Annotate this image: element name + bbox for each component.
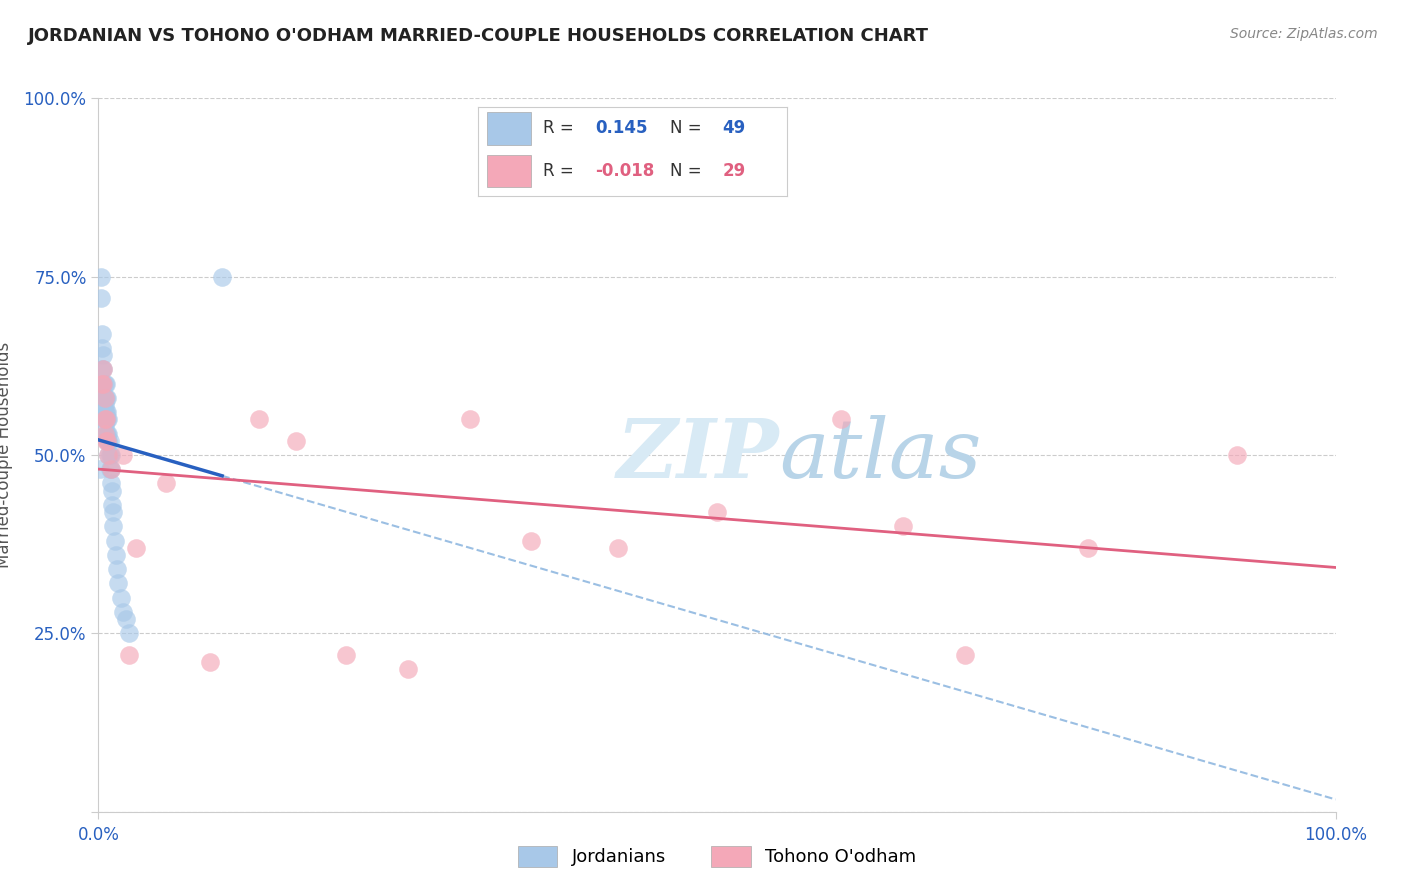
Point: [100, 476, 122, 491]
Point: [93, 412, 115, 426]
Point: [104, 548, 127, 562]
Point: [101, 483, 124, 498]
Point: [91, 362, 114, 376]
Point: [98, 434, 121, 448]
Point: [105, 562, 128, 576]
Point: [93, 391, 115, 405]
Point: [100, 462, 122, 476]
Point: [247, 412, 270, 426]
Point: [335, 648, 357, 662]
Point: [103, 533, 125, 548]
Text: 0.145: 0.145: [596, 120, 648, 137]
Point: [96, 412, 118, 426]
Text: -0.018: -0.018: [596, 162, 655, 180]
Text: ZIP: ZIP: [616, 415, 779, 495]
Text: R =: R =: [543, 162, 579, 180]
Point: [112, 605, 135, 619]
Point: [94, 426, 117, 441]
Point: [94, 412, 117, 426]
Point: [93, 398, 115, 412]
Point: [607, 541, 630, 555]
Point: [285, 434, 308, 448]
Point: [93, 376, 115, 391]
Point: [211, 269, 233, 284]
Point: [458, 412, 481, 426]
Point: [94, 391, 117, 405]
Point: [97, 448, 120, 462]
Point: [101, 498, 124, 512]
Point: [198, 655, 221, 669]
Point: [1077, 541, 1099, 555]
Text: N =: N =: [669, 162, 707, 180]
Point: [96, 426, 118, 441]
Point: [830, 412, 852, 426]
Point: [96, 434, 118, 448]
Point: [103, 519, 125, 533]
Y-axis label: Married-couple Households: Married-couple Households: [0, 342, 13, 568]
Point: [94, 376, 117, 391]
Point: [97, 434, 120, 448]
Point: [114, 612, 136, 626]
Point: [155, 476, 177, 491]
Text: JORDANIAN VS TOHONO O'ODHAM MARRIED-COUPLE HOUSEHOLDS CORRELATION CHART: JORDANIAN VS TOHONO O'ODHAM MARRIED-COUP…: [28, 27, 929, 45]
Text: 29: 29: [723, 162, 745, 180]
Point: [100, 448, 122, 462]
Point: [118, 648, 141, 662]
Point: [94, 412, 117, 426]
Point: [89, 462, 111, 476]
Text: N =: N =: [669, 120, 707, 137]
Text: 49: 49: [723, 120, 745, 137]
Point: [118, 626, 141, 640]
Point: [520, 533, 543, 548]
Text: atlas: atlas: [779, 415, 981, 495]
Point: [97, 426, 120, 441]
Point: [706, 505, 728, 519]
Point: [93, 391, 115, 405]
Point: [98, 462, 121, 476]
Point: [94, 434, 117, 448]
Point: [396, 662, 419, 676]
Point: [97, 448, 120, 462]
Point: [93, 412, 115, 426]
Point: [100, 462, 122, 476]
Point: [91, 341, 114, 355]
Point: [93, 426, 115, 441]
Point: [98, 448, 121, 462]
Point: [124, 541, 146, 555]
Point: [97, 412, 120, 426]
Point: [93, 419, 115, 434]
Point: [93, 376, 115, 391]
Bar: [488, 112, 530, 145]
Legend: Jordanians, Tohono O'odham: Jordanians, Tohono O'odham: [510, 838, 924, 874]
Point: [91, 376, 114, 391]
Point: [110, 591, 132, 605]
Point: [91, 326, 114, 341]
Point: [94, 405, 117, 419]
Point: [1226, 448, 1249, 462]
Point: [90, 269, 112, 284]
Point: [93, 348, 115, 362]
Point: [93, 362, 115, 376]
Point: [96, 434, 118, 448]
Point: [93, 376, 115, 391]
Point: [107, 576, 129, 591]
Point: [891, 519, 914, 533]
Point: [93, 405, 115, 419]
Text: R =: R =: [543, 120, 579, 137]
Point: [112, 448, 135, 462]
Point: [103, 505, 125, 519]
Point: [96, 391, 118, 405]
Point: [953, 648, 976, 662]
Point: [96, 405, 118, 419]
Point: [93, 391, 115, 405]
Point: [90, 291, 112, 305]
Point: [93, 362, 115, 376]
Text: Source: ZipAtlas.com: Source: ZipAtlas.com: [1230, 27, 1378, 41]
Bar: [488, 155, 530, 187]
